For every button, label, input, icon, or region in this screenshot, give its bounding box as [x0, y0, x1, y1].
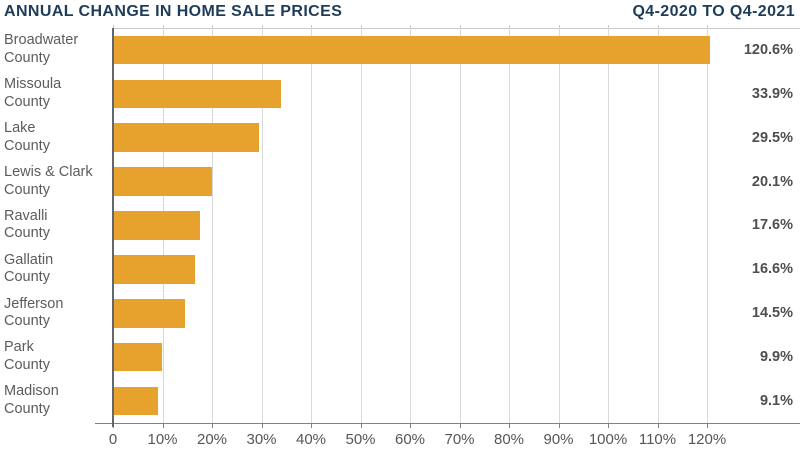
county-label: Broadwater County	[4, 32, 79, 66]
value-label: 9.1%	[759, 393, 793, 410]
chart-period: Q4-2020 TO Q4-2021	[632, 3, 795, 20]
grid-line	[212, 28, 213, 423]
axis-tick-top	[608, 25, 609, 28]
county-label: Madison County	[4, 383, 59, 418]
x-tick-label: 0	[108, 431, 118, 448]
x-tick-label: 120%	[687, 431, 727, 448]
grid-line	[261, 28, 263, 423]
county-label: Ravalli County	[4, 207, 50, 242]
axis-tick-bottom	[608, 424, 609, 428]
x-tick-label: 10%	[147, 431, 178, 448]
axis-tick-top	[558, 25, 560, 28]
axis-tick-top	[261, 25, 263, 28]
axis-tick-top	[509, 25, 510, 28]
x-tick-label: 60%	[394, 431, 426, 448]
grid-line	[657, 28, 659, 423]
axis-tick-top	[657, 25, 659, 28]
grid-line	[360, 28, 362, 423]
axis-tick-top	[410, 25, 411, 28]
chart-header: ANNUAL CHANGE IN HOME SALE PRICES Q4-202…	[4, 3, 795, 21]
axis-tick-top	[459, 25, 461, 28]
x-tick-label: 100%	[588, 431, 628, 448]
county-label: Lake County	[4, 120, 50, 154]
axis-tick-bottom	[459, 424, 461, 428]
value-label: 29.5%	[751, 129, 793, 146]
bar	[113, 167, 213, 196]
x-tick-label: 30%	[246, 431, 277, 448]
x-axis-line	[95, 423, 800, 424]
axis-tick-bottom	[558, 424, 560, 428]
bar	[113, 123, 260, 152]
axis-tick-top	[707, 25, 708, 28]
value-label: 16.6%	[751, 261, 793, 278]
axis-tick-bottom	[707, 424, 708, 428]
x-tick-label: 80%	[493, 431, 525, 448]
axis-tick-top	[113, 25, 114, 28]
axis-tick-bottom	[657, 424, 659, 428]
grid-line	[410, 28, 411, 423]
value-label: 14.5%	[751, 305, 793, 322]
axis-tick-bottom	[162, 424, 164, 428]
grid-line	[558, 28, 560, 423]
bar	[113, 386, 159, 416]
bar	[113, 342, 162, 372]
county-label: Lewis & Clark County	[4, 163, 93, 198]
value-label: 17.6%	[751, 217, 793, 234]
county-label: Missoula County	[4, 76, 62, 110]
value-label: 20.1%	[751, 173, 793, 190]
axis-tick-bottom	[360, 424, 362, 428]
axis-tick-bottom	[410, 424, 411, 428]
x-tick-label: 40%	[295, 431, 327, 448]
axis-tick-top	[162, 25, 164, 28]
x-tick-label: 70%	[444, 431, 475, 448]
value-label: 9.9%	[759, 349, 793, 366]
axis-tick-bottom	[311, 424, 312, 428]
y-axis-line	[112, 28, 114, 427]
county-label: Park County	[4, 339, 50, 374]
axis-tick-top	[212, 25, 213, 28]
grid-line	[608, 28, 609, 423]
county-label: Jefferson County	[4, 295, 64, 330]
axis-tick-bottom	[212, 424, 213, 428]
bar	[113, 299, 185, 328]
value-label: 120.6%	[743, 41, 793, 58]
value-label: 33.9%	[751, 85, 793, 102]
x-tick-label: 20%	[196, 431, 228, 448]
chart-title: ANNUAL CHANGE IN HOME SALE PRICES	[4, 3, 343, 20]
grid-line	[459, 28, 461, 423]
axis-tick-bottom	[261, 424, 263, 428]
x-tick-label: 90%	[543, 431, 574, 448]
county-label: Gallatin County	[4, 251, 54, 286]
x-tick-label: 50%	[345, 431, 376, 448]
grid-line	[509, 28, 510, 423]
bar	[113, 79, 281, 109]
grid-line	[311, 28, 312, 423]
x-tick-label: 110%	[638, 431, 677, 448]
bar	[113, 255, 196, 284]
axis-tick-top	[311, 25, 312, 28]
bar	[113, 35, 710, 65]
bar	[113, 211, 201, 240]
axis-tick-bottom	[509, 424, 510, 428]
plot-top-border	[112, 28, 800, 29]
axis-tick-top	[360, 25, 362, 28]
grid-line	[707, 28, 708, 423]
